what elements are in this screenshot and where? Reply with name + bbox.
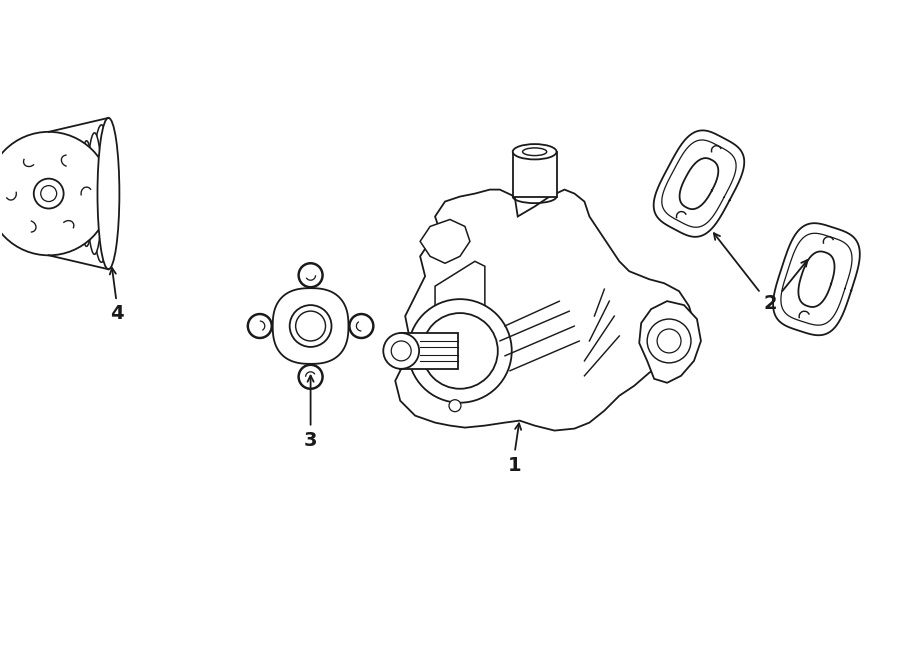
Circle shape — [383, 333, 419, 369]
Ellipse shape — [97, 118, 120, 269]
Circle shape — [647, 319, 691, 363]
Circle shape — [298, 364, 323, 389]
Ellipse shape — [93, 125, 111, 262]
Ellipse shape — [59, 165, 66, 223]
Ellipse shape — [513, 144, 556, 159]
Circle shape — [40, 186, 57, 202]
Ellipse shape — [66, 157, 75, 231]
Ellipse shape — [73, 149, 84, 239]
Text: 3: 3 — [304, 431, 318, 450]
Circle shape — [349, 314, 373, 338]
Circle shape — [299, 264, 322, 287]
Ellipse shape — [80, 141, 93, 247]
Circle shape — [422, 313, 498, 389]
Circle shape — [298, 263, 323, 288]
Circle shape — [449, 400, 461, 412]
Circle shape — [296, 311, 326, 341]
Ellipse shape — [523, 148, 546, 155]
Polygon shape — [400, 333, 458, 369]
Circle shape — [392, 341, 411, 361]
Text: 2: 2 — [764, 293, 778, 313]
Circle shape — [248, 315, 272, 338]
Polygon shape — [420, 219, 470, 263]
Polygon shape — [513, 152, 556, 196]
Circle shape — [299, 365, 322, 389]
Polygon shape — [639, 301, 701, 383]
Circle shape — [409, 299, 512, 403]
Circle shape — [34, 178, 64, 208]
Circle shape — [350, 315, 373, 338]
Circle shape — [290, 305, 331, 347]
Ellipse shape — [87, 133, 102, 254]
Polygon shape — [273, 288, 348, 364]
Text: 4: 4 — [110, 303, 123, 323]
Text: 1: 1 — [508, 456, 521, 475]
Polygon shape — [395, 190, 694, 430]
Circle shape — [0, 132, 111, 255]
Circle shape — [657, 329, 681, 353]
Circle shape — [248, 314, 272, 338]
